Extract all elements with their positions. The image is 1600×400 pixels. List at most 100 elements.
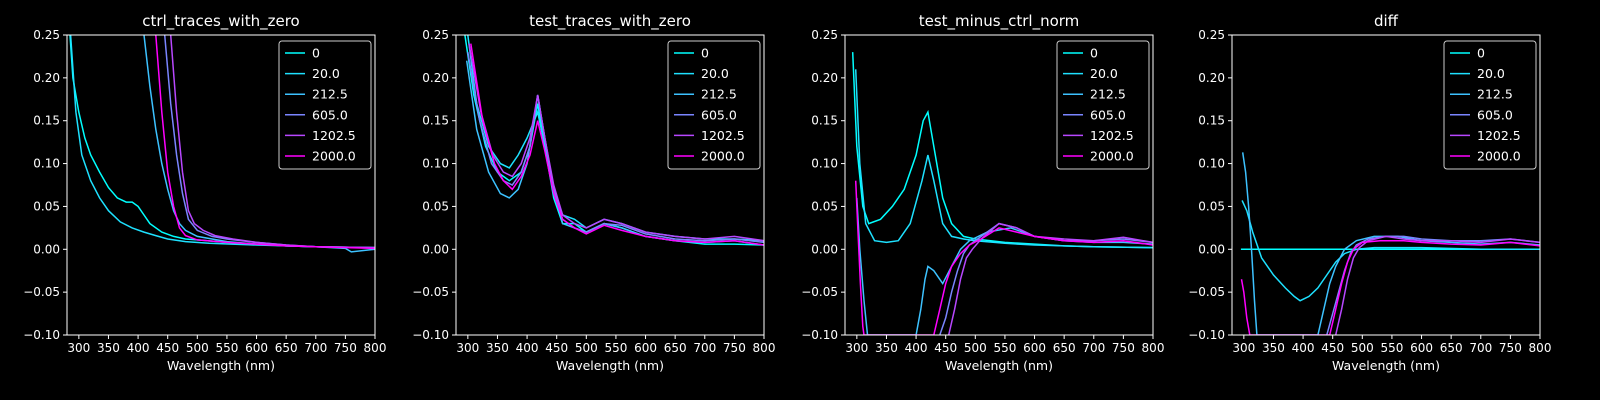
series-line-2000.0 xyxy=(854,180,1153,335)
chart-panel-3: −0.10 −0.05 0.00 0.05 0.10 0.15 0.20 0.25 300 350… xyxy=(801,12,1164,373)
x-tick-label: 700 xyxy=(1469,341,1492,355)
series-group xyxy=(464,35,764,246)
axes-frame xyxy=(455,34,765,336)
x-tick-label: 700 xyxy=(693,341,716,355)
x-tick-label: 600 xyxy=(1410,341,1433,355)
x-tick-label: 350 xyxy=(486,341,509,355)
x-tick-label: 300 xyxy=(67,341,90,355)
y-tick-label: 0.05 xyxy=(422,199,449,213)
legend-label: 1202.5 xyxy=(1477,128,1521,143)
legend: 0 20.0 212.5 605.0 1202.5 2000.0 xyxy=(1443,40,1537,170)
series-line-2000.0 xyxy=(470,43,764,246)
x-tick-label: 500 xyxy=(186,341,209,355)
y-tick-label: −0.05 xyxy=(801,285,838,299)
y-tick-label: 0.05 xyxy=(811,199,838,213)
y-tick-label: 0.15 xyxy=(1198,114,1225,128)
series-group xyxy=(69,35,375,253)
legend-label: 0 xyxy=(701,46,709,61)
series-line-2000.0 xyxy=(1240,239,1540,335)
x-tick-label: 750 xyxy=(1112,341,1135,355)
series-group xyxy=(1240,152,1540,335)
series-line-212.5 xyxy=(856,197,1153,335)
chart-panel-1: −0.10 −0.05 0.00 0.05 0.10 0.15 0.20 0.25 300 350… xyxy=(23,12,386,373)
legend-label: 605.0 xyxy=(1477,107,1513,122)
x-tick-label: 650 xyxy=(1440,341,1463,355)
chart-panel-2: −0.10 −0.05 0.00 0.05 0.10 0.15 0.20 0.25 300 350… xyxy=(412,12,775,373)
y-tick-label: 0.25 xyxy=(33,28,60,42)
y-tick-label: −0.10 xyxy=(23,328,60,342)
y-tick-label: −0.05 xyxy=(412,285,449,299)
y-tick-label: −0.05 xyxy=(1188,285,1225,299)
x-tick-label: 400 xyxy=(516,341,539,355)
x-tick-label: 600 xyxy=(634,341,657,355)
x-axis-label: Wavelength (nm) xyxy=(945,358,1053,373)
series-line-20.0 xyxy=(69,35,375,249)
y-tick-label: 0.20 xyxy=(811,71,838,85)
y-tick-label: 0.15 xyxy=(33,114,60,128)
x-tick-label: 800 xyxy=(753,341,776,355)
y-tick-label: 0.05 xyxy=(33,199,60,213)
x-tick-label: 550 xyxy=(993,341,1016,355)
y-tick-label: 0.10 xyxy=(422,157,449,171)
y-tick-label: 0.10 xyxy=(1198,157,1225,171)
x-tick-label: 750 xyxy=(334,341,357,355)
x-tick-label: 400 xyxy=(1292,341,1315,355)
legend-label: 605.0 xyxy=(312,107,348,122)
legend-label: 605.0 xyxy=(701,107,737,122)
x-tick-label: 350 xyxy=(1262,341,1285,355)
legend-label: 1202.5 xyxy=(701,128,745,143)
x-tick-label: 550 xyxy=(1380,341,1403,355)
legend: 0 20.0 212.5 605.0 1202.5 2000.0 xyxy=(1056,40,1150,170)
series-group xyxy=(851,52,1153,335)
series-line-20.0 xyxy=(854,69,1153,249)
legend-label: 212.5 xyxy=(1090,87,1126,102)
series-line-2000.0 xyxy=(155,35,375,250)
y-tick-label: −0.10 xyxy=(1188,328,1225,342)
series-line-605.0 xyxy=(1326,235,1540,335)
series-line-1202.5 xyxy=(468,43,764,242)
x-tick-label: 300 xyxy=(1232,341,1255,355)
chart-title: diff xyxy=(1374,12,1399,30)
legend-label: 0 xyxy=(312,46,320,61)
x-tick-label: 650 xyxy=(1053,341,1076,355)
legend-label: 20.0 xyxy=(1090,66,1118,81)
axes-frame xyxy=(66,34,376,336)
x-axis-label: Wavelength (nm) xyxy=(1332,358,1440,373)
legend-label: 1202.5 xyxy=(1090,128,1134,143)
x-axis-label: Wavelength (nm) xyxy=(167,358,275,373)
chart-title: ctrl_traces_with_zero xyxy=(142,12,299,31)
y-tick-label: 0.00 xyxy=(33,242,60,256)
legend-label: 212.5 xyxy=(701,87,737,102)
x-tick-label: 500 xyxy=(575,341,598,355)
x-tick-label: 450 xyxy=(1321,341,1344,355)
axes-frame xyxy=(844,34,1154,336)
legend-label: 2000.0 xyxy=(701,149,745,164)
legend-label: 212.5 xyxy=(1477,87,1513,102)
y-tick-label: 0.25 xyxy=(811,28,838,42)
series-line-1202.5 xyxy=(947,222,1153,335)
legend-label: 2000.0 xyxy=(1477,149,1521,164)
x-tick-label: 350 xyxy=(97,341,120,355)
x-tick-label: 600 xyxy=(245,341,268,355)
y-tick-label: 0.20 xyxy=(422,71,449,85)
legend-label: 20.0 xyxy=(701,66,729,81)
legend-label: 20.0 xyxy=(312,66,340,81)
x-tick-label: 450 xyxy=(545,341,568,355)
figure: −0.10 −0.05 0.00 0.05 0.10 0.15 0.20 0.25 300 350… xyxy=(23,12,1551,373)
chart-title: test_minus_ctrl_norm xyxy=(919,12,1080,31)
legend-label: 2000.0 xyxy=(1090,149,1134,164)
chart-title: test_traces_with_zero xyxy=(529,12,691,31)
x-tick-label: 600 xyxy=(1023,341,1046,355)
x-tick-label: 400 xyxy=(905,341,928,355)
y-tick-label: 0.25 xyxy=(422,28,449,42)
x-tick-label: 500 xyxy=(1351,341,1374,355)
y-tick-label: 0.00 xyxy=(1198,242,1225,256)
legend: 0 20.0 212.5 605.0 1202.5 2000.0 xyxy=(278,40,372,170)
x-tick-label: 700 xyxy=(1082,341,1105,355)
series-line-1202.5 xyxy=(1334,235,1540,335)
y-tick-label: −0.05 xyxy=(23,285,60,299)
legend-label: 212.5 xyxy=(312,87,348,102)
y-tick-label: 0.05 xyxy=(1198,199,1225,213)
x-tick-label: 650 xyxy=(275,341,298,355)
legend: 0 20.0 212.5 605.0 1202.5 2000.0 xyxy=(667,40,761,170)
